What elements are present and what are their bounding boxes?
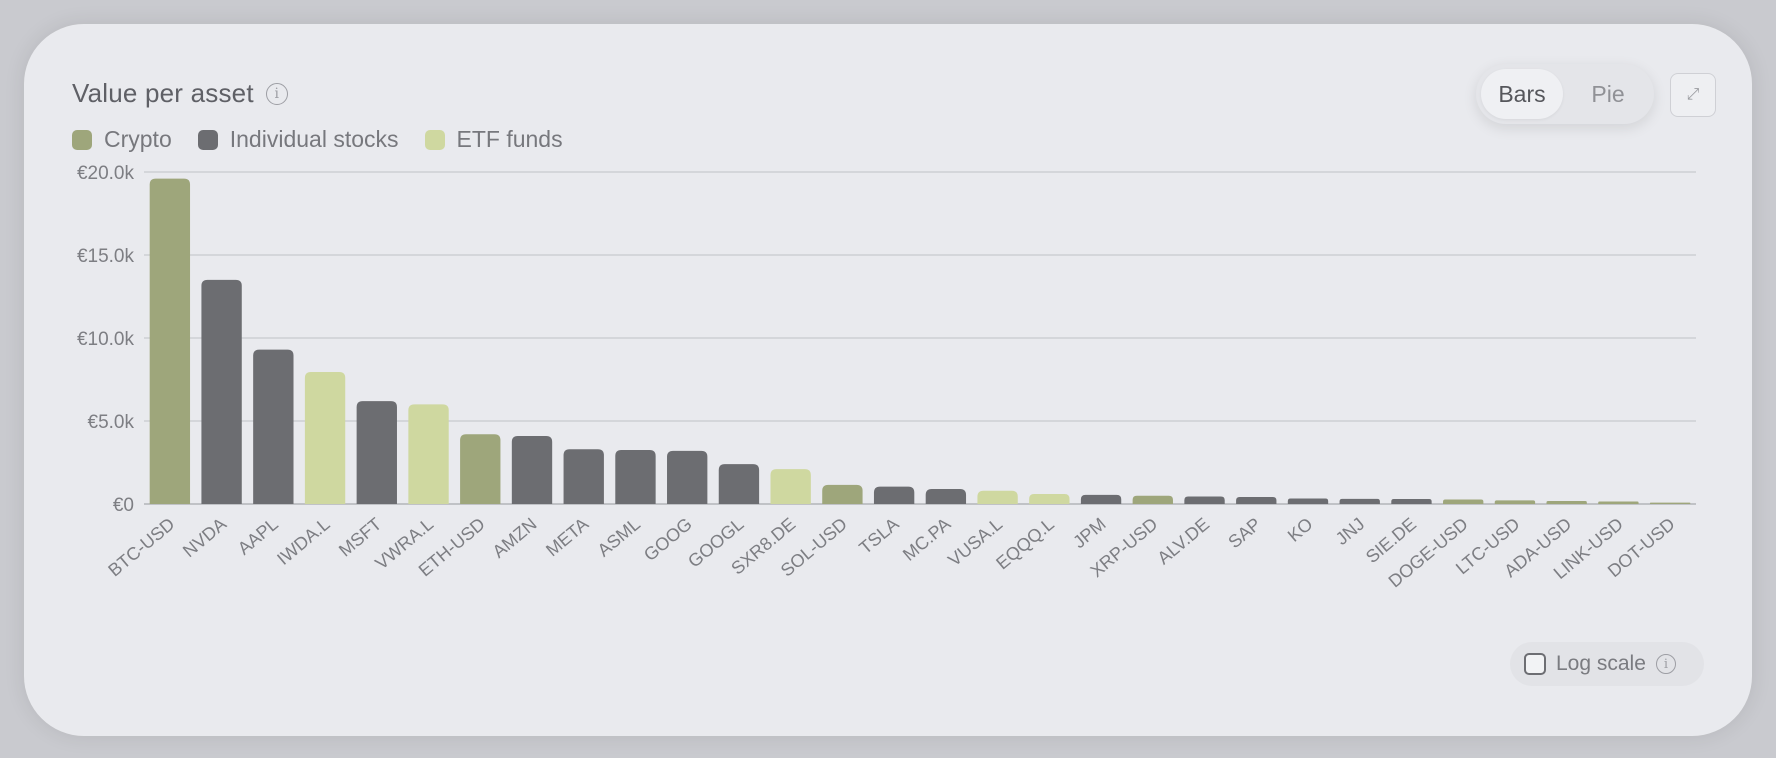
legend-swatch	[424, 129, 445, 150]
bar	[925, 489, 967, 504]
y-tick-label: €5.0k	[88, 412, 135, 433]
legend-item-individual-stocks: Individual stocks	[197, 126, 399, 153]
bar	[1080, 494, 1122, 504]
bar	[253, 349, 294, 504]
x-tick-label: TSLA	[855, 514, 902, 558]
pie-toggle-button[interactable]: Pie	[1591, 80, 1625, 107]
bar	[822, 484, 863, 504]
bar	[149, 178, 191, 504]
expand-button[interactable]: ⤢	[1670, 73, 1716, 117]
x-tick-label: KO	[1284, 514, 1317, 546]
bar	[1443, 499, 1484, 504]
legend: Crypto Individual stocks ETF funds	[72, 126, 563, 153]
info-icon[interactable]: i	[265, 82, 288, 105]
x-tick-label: EQQQ.L	[992, 514, 1058, 574]
y-tick-label: €20.0k	[77, 163, 135, 184]
bar	[1546, 501, 1587, 504]
bar	[667, 450, 708, 504]
bar	[1029, 494, 1070, 504]
x-tick-label: ALV.DE	[1153, 514, 1213, 569]
x-tick-label: AMZN	[489, 514, 541, 562]
x-tick-label: ASML	[594, 514, 644, 561]
log-scale-label: Log scale	[1556, 652, 1646, 675]
bar	[1236, 497, 1277, 504]
bar	[1391, 499, 1432, 504]
y-tick-label: €15.0k	[77, 246, 135, 267]
bar	[511, 435, 553, 504]
y-tick-label: €10.0k	[77, 329, 135, 350]
x-tick-label: JNJ	[1332, 514, 1369, 549]
x-tick-label: NVDA	[179, 514, 230, 561]
legend-label: Individual stocks	[229, 126, 399, 152]
info-icon[interactable]: i	[1655, 654, 1676, 674]
expand-icon: ⤢	[1686, 86, 1700, 103]
view-toggle: Bars Pie	[1476, 64, 1654, 124]
title-row: Value per asset i	[72, 78, 288, 109]
bar	[408, 404, 449, 504]
bar	[1598, 501, 1639, 504]
legend-label: ETF funds	[456, 126, 563, 152]
bars-toggle-button[interactable]: Bars	[1481, 69, 1563, 119]
x-tick-label: BTC-USD	[104, 514, 178, 581]
value-per-asset-card: Value per asset i Crypto Individual stoc…	[24, 24, 1752, 736]
bar	[1339, 498, 1380, 504]
bar	[718, 464, 760, 504]
bar	[1132, 495, 1173, 504]
x-tick-label: META	[542, 514, 592, 561]
x-tick-label: SAP	[1224, 514, 1264, 552]
bar	[563, 449, 604, 504]
bar	[615, 450, 656, 504]
log-scale-checkbox[interactable]	[1524, 653, 1546, 675]
log-scale-control: Log scale i	[1510, 642, 1704, 686]
bar	[977, 490, 1018, 504]
bar	[201, 279, 242, 504]
legend-label: Crypto	[104, 126, 172, 152]
chart-title: Value per asset	[72, 78, 254, 108]
legend-item-etf-funds: ETF funds	[424, 126, 563, 153]
legend-item-crypto: Crypto	[72, 126, 172, 153]
bar	[1184, 496, 1225, 504]
bar	[770, 469, 811, 504]
y-tick-label: €0	[113, 495, 134, 516]
x-tick-label: JPM	[1069, 514, 1109, 552]
bar	[460, 434, 501, 504]
bar	[1287, 498, 1329, 504]
bar	[356, 401, 397, 504]
legend-swatch	[72, 129, 92, 150]
x-tick-label: IWDA.L	[273, 514, 333, 569]
bar	[304, 372, 346, 504]
legend-swatch	[197, 129, 218, 150]
bar	[1494, 500, 1536, 504]
bar	[873, 486, 915, 504]
bar	[1649, 502, 1691, 504]
